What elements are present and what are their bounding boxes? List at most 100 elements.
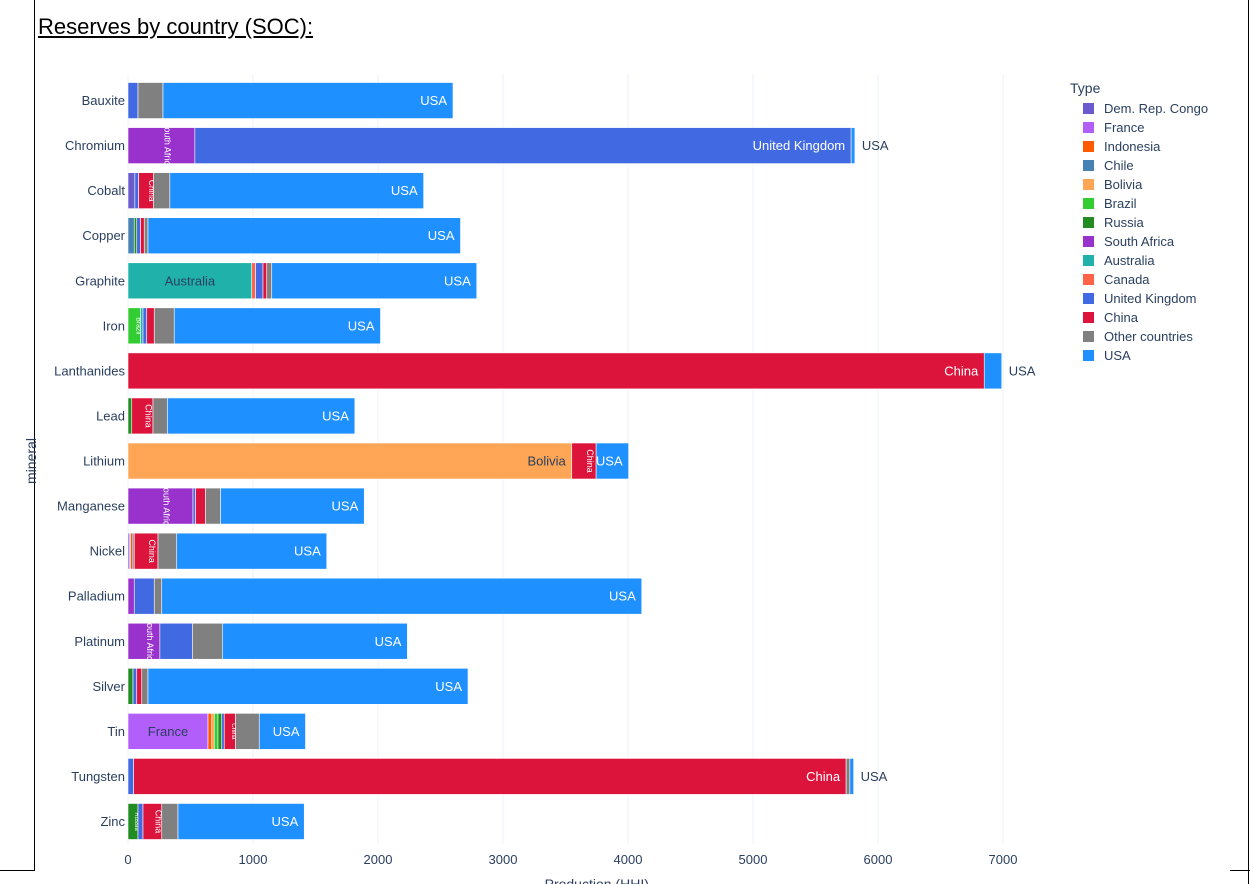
- bar-copper-usa: [147, 217, 461, 255]
- category-label-bauxite: Bauxite: [82, 93, 125, 108]
- legend-swatch: [1083, 179, 1094, 190]
- data-label-chromium-usa: USA: [862, 138, 889, 153]
- legend-item-other-countries[interactable]: Other countries: [1070, 327, 1208, 346]
- category-label-iron: Iron: [103, 318, 125, 333]
- data-label-tungsten-china: China: [806, 769, 841, 784]
- legend-item-indonesia[interactable]: Indonesia: [1070, 137, 1208, 156]
- data-label-nickel-usa: USA: [294, 544, 321, 559]
- bar-tin-united-kingdom: [221, 713, 225, 750]
- category-label-cobalt: Cobalt: [87, 183, 125, 198]
- bar-tin-other-countries: [235, 713, 260, 750]
- x-tick-label: 1000: [239, 852, 268, 867]
- category-label-chromium: Chromium: [65, 138, 125, 153]
- legend-item-chile[interactable]: Chile: [1070, 156, 1208, 175]
- bar-graphite-united-kingdom: [255, 262, 264, 300]
- bar-graphite-other-countries: [266, 262, 273, 300]
- legend-swatch: [1083, 198, 1094, 209]
- legend-item-bolivia[interactable]: Bolivia: [1070, 175, 1208, 194]
- data-label-lithium-bolivia: Bolivia: [527, 454, 566, 469]
- data-label-graphite-usa: USA: [444, 273, 471, 288]
- data-label-bauxite-usa: USA: [420, 93, 447, 108]
- category-label-tin: Tin: [107, 724, 125, 739]
- bar-iron-other-countries: [153, 307, 175, 345]
- category-label-lithium: Lithium: [83, 454, 125, 469]
- legend-swatch: [1083, 122, 1094, 133]
- data-label-tungsten-usa: USA: [861, 769, 888, 784]
- bar-copper-other-countries: [143, 217, 149, 255]
- x-tick-label: 5000: [739, 852, 768, 867]
- data-label-palladium-usa: USA: [609, 589, 636, 604]
- bar-tungsten-china: [133, 758, 847, 795]
- bar-lead-russia: [127, 397, 133, 435]
- y-axis-title: mineral: [23, 438, 39, 484]
- legend-item-brazil[interactable]: Brazil: [1070, 194, 1208, 213]
- bar-tin-russia: [217, 713, 223, 750]
- data-label-zinc-russia: Russia: [133, 812, 139, 831]
- data-label-platinum-usa: USA: [375, 634, 402, 649]
- bar-tin-indonesia: [207, 713, 213, 750]
- bar-graphite-australia: [127, 262, 253, 300]
- category-label-lanthanides: Lanthanides: [54, 363, 125, 378]
- legend-item-australia[interactable]: Australia: [1070, 251, 1208, 270]
- bar-platinum-united-kingdom: [159, 622, 193, 660]
- bar-lead-other-countries: [152, 397, 168, 435]
- legend-swatch: [1083, 160, 1094, 171]
- legend-item-united-kingdom[interactable]: United Kingdom: [1070, 289, 1208, 308]
- legend-label: Russia: [1104, 215, 1144, 230]
- data-label-manganese-usa: USA: [332, 499, 359, 514]
- data-label-chromium-south-africa: South Africa: [162, 121, 172, 170]
- legend-item-china[interactable]: China: [1070, 308, 1208, 327]
- legend-label: Bolivia: [1104, 177, 1143, 192]
- bar-cobalt-dem-rep-congo: [127, 172, 136, 209]
- x-tick-label: 0: [124, 852, 131, 867]
- legend-items: Dem. Rep. Congo France Indonesia Chile Boliv…: [1070, 99, 1208, 365]
- legend-item-usa[interactable]: USA: [1070, 346, 1208, 365]
- data-label-lead-china: China: [143, 404, 153, 428]
- frame-right-border: [1248, 0, 1249, 884]
- category-label-palladium: Palladium: [68, 589, 125, 604]
- bar-bauxite-other-countries: [137, 82, 164, 119]
- bar-lithium-usa: [595, 442, 629, 480]
- data-label-tin-china: China: [230, 723, 237, 740]
- bar-iron-united-kingdom: [142, 307, 148, 345]
- legend-swatch: [1083, 312, 1094, 323]
- bar-lanthanides-usa: [983, 352, 1003, 390]
- bar-silver-russia: [127, 668, 134, 705]
- legend-item-russia[interactable]: Russia: [1070, 213, 1208, 232]
- bar-zinc-united-kingdom: [137, 803, 144, 840]
- category-label-platinum: Platinum: [74, 634, 125, 649]
- legend-item-south-africa[interactable]: South Africa: [1070, 232, 1208, 251]
- legend-label: Australia: [1104, 253, 1155, 268]
- data-label-platinum-south-africa: South Africa: [145, 617, 155, 666]
- legend-swatch: [1083, 274, 1094, 285]
- data-label-zinc-china: China: [153, 810, 163, 834]
- bar-palladium-other-countries: [153, 577, 163, 615]
- bar-iron-china: [146, 307, 155, 345]
- legend-label: United Kingdom: [1104, 291, 1197, 306]
- bar-palladium-usa: [161, 577, 643, 615]
- bar-graphite-china: [262, 262, 268, 300]
- bar-manganese-united-kingdom: [192, 487, 196, 525]
- bar-iron-usa: [173, 307, 381, 345]
- bar-chromium-south-africa: [127, 127, 196, 164]
- legend-label: Chile: [1104, 158, 1134, 173]
- data-label-nickel-china: China: [147, 539, 157, 563]
- bar-bauxite-usa: [162, 82, 454, 119]
- legend-item-france[interactable]: France: [1070, 118, 1208, 137]
- legend-item-canada[interactable]: Canada: [1070, 270, 1208, 289]
- bar-tin-usa: [258, 713, 306, 750]
- data-label-lanthanides-usa: USA: [1009, 363, 1036, 378]
- bar-silver-other-countries: [141, 668, 149, 705]
- legend-swatch: [1083, 141, 1094, 152]
- bar-copper-united-kingdom: [136, 217, 141, 255]
- legend-label: Brazil: [1104, 196, 1137, 211]
- bar-copper-russia: [133, 217, 138, 255]
- bar-bauxite-united-kingdom: [127, 82, 139, 119]
- category-label-graphite: Graphite: [75, 273, 125, 288]
- x-tick-label: 2000: [364, 852, 393, 867]
- bar-silver-usa: [147, 668, 469, 705]
- bar-tin-brazil: [213, 713, 219, 750]
- legend-swatch: [1083, 293, 1094, 304]
- legend-item-dem-rep-congo[interactable]: Dem. Rep. Congo: [1070, 99, 1208, 118]
